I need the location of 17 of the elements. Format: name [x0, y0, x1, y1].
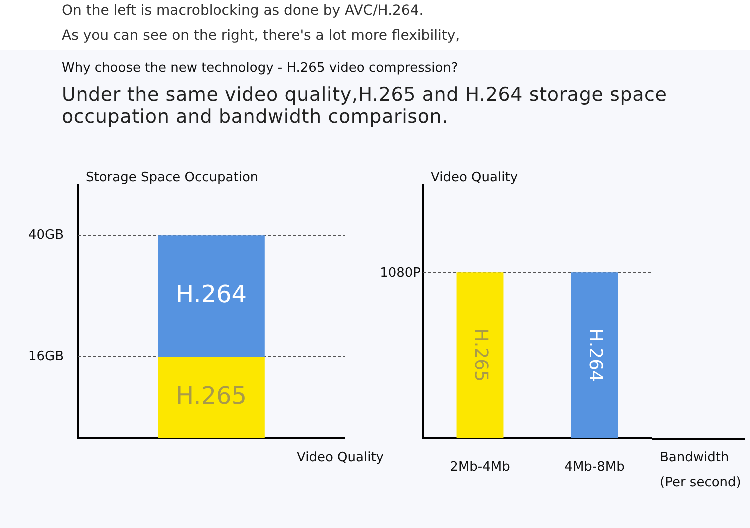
y-axis-title: Video Quality: [431, 170, 518, 186]
y-axis-title: Storage Space Occupation: [86, 170, 259, 186]
series-label: H.265: [176, 382, 248, 410]
series-label: H.264: [176, 280, 248, 309]
y-tick-label: 40GB: [28, 228, 64, 243]
chart-title: Why choose the new technology - H.265 video compression?: [62, 61, 458, 76]
x-axis-title: Bandwidth (Per second): [660, 450, 742, 490]
series-label: H.265: [470, 328, 492, 382]
text: As you can see on the right, there's a lot more flexibility,: [62, 28, 460, 44]
y-tick-label: 16GB: [28, 349, 64, 364]
chart-subtitle: Under the same video quality,H.265 and H.264 storage space occupation and bandwidth comparison.: [62, 84, 668, 128]
series-label: H.264: [585, 328, 606, 382]
x-tick-label: 4Mb-8Mb: [564, 460, 625, 476]
text: On the left is macroblocking as done by AVC/H.264.: [62, 3, 424, 19]
x-axis-title: Video Quality: [296, 450, 384, 466]
x-tick-label: 2Mb-4Mb: [450, 460, 510, 476]
ref-line-label: 1080P: [380, 266, 422, 282]
